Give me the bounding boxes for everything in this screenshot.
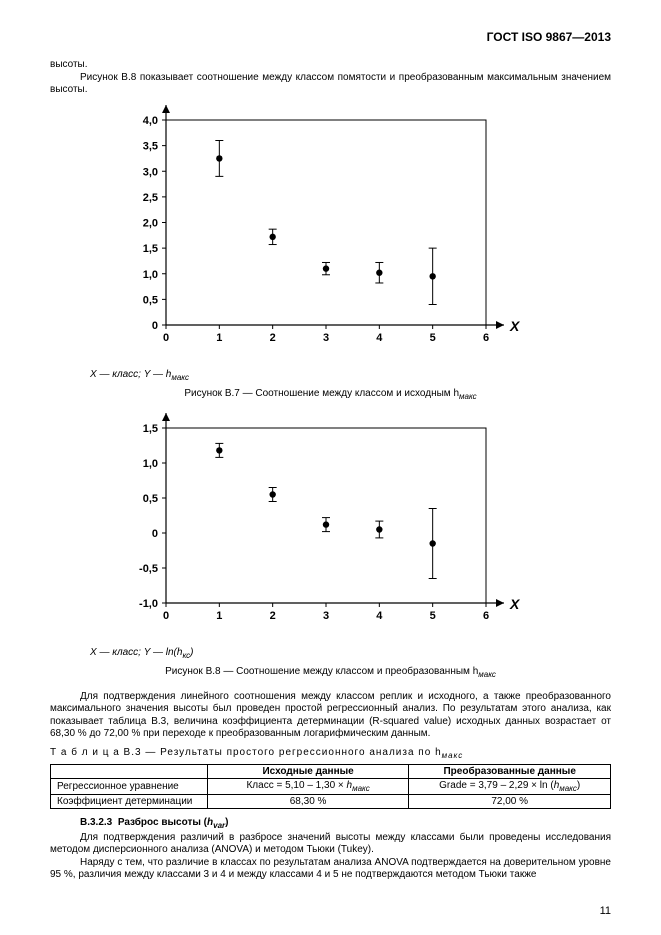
svg-text:X: X <box>509 596 521 612</box>
chart7-axis-legend: X — класс; Y — hмакс <box>90 369 611 382</box>
svg-text:2: 2 <box>269 610 275 622</box>
svg-text:0,5: 0,5 <box>142 294 157 306</box>
svg-text:6: 6 <box>482 610 488 622</box>
table-cell: Grade = 3,79 – 2,29 × ln (hмакс) <box>409 778 611 794</box>
svg-text:0: 0 <box>162 332 168 344</box>
regression-table: Исходные данныеПреобразованные данные Ре… <box>50 764 611 809</box>
svg-text:5: 5 <box>429 332 435 344</box>
intro-line2: Рисунок В.8 показывает соотношение между… <box>50 72 611 97</box>
chart7-caption: Рисунок В.7 — Соотношение между классом … <box>50 388 611 401</box>
svg-text:1,0: 1,0 <box>142 268 157 280</box>
svg-text:0: 0 <box>162 610 168 622</box>
after-charts-para: Для подтверждения линейного соотношения … <box>50 691 611 741</box>
table-cell: 68,30 % <box>207 794 409 808</box>
svg-text:1: 1 <box>216 332 222 344</box>
svg-text:0: 0 <box>151 528 157 540</box>
svg-text:-1,0: -1,0 <box>139 598 158 610</box>
svg-text:5: 5 <box>429 610 435 622</box>
chart-b7: 012345600,51,01,52,02,53,03,54,0XY <box>106 105 556 365</box>
svg-text:4: 4 <box>376 610 383 622</box>
table-cell: Регрессионное уравнение <box>51 778 208 794</box>
svg-text:2: 2 <box>269 332 275 344</box>
svg-text:2,5: 2,5 <box>142 191 157 203</box>
svg-text:3,0: 3,0 <box>142 166 157 178</box>
page-header-standard: ГОСТ ISO 9867—2013 <box>50 30 611 44</box>
section-heading: В.3.2.3 Разброс высоты (hvar) <box>80 817 611 830</box>
table-cell: 72,00 % <box>409 794 611 808</box>
table-header-cell: Исходные данные <box>207 764 409 778</box>
svg-text:0,5: 0,5 <box>142 493 157 505</box>
svg-text:0: 0 <box>151 320 157 332</box>
section-p1: Для подтверждения различий в разбросе зн… <box>50 832 611 857</box>
svg-text:4,0: 4,0 <box>142 115 157 127</box>
table-row: Регрессионное уравнениеКласс = 5,10 – 1,… <box>51 778 611 794</box>
table-cell: Класс = 5,10 – 1,30 × hмакс <box>207 778 409 794</box>
svg-text:-0,5: -0,5 <box>139 563 158 575</box>
table-row: Коэффициент детерминации68,30 %72,00 % <box>51 794 611 808</box>
svg-text:1,5: 1,5 <box>142 423 157 435</box>
section-p2: Наряду с тем, что различие в классах по … <box>50 857 611 882</box>
svg-text:2,0: 2,0 <box>142 217 157 229</box>
table-header-cell <box>51 764 208 778</box>
svg-text:1: 1 <box>216 610 222 622</box>
svg-text:3,5: 3,5 <box>142 140 157 152</box>
svg-text:1,0: 1,0 <box>142 458 157 470</box>
chart-b8: 0123456-1,0-0,500,51,01,5XY <box>106 413 556 643</box>
svg-text:3: 3 <box>322 332 328 344</box>
table-title: Т а б л и ц а В.3 — Результаты простого … <box>50 747 611 760</box>
page-number: 11 <box>600 905 611 917</box>
chart8-caption: Рисунок В.8 — Соотношение между классом … <box>50 666 611 679</box>
svg-text:3: 3 <box>322 610 328 622</box>
chart8-axis-legend: X — класс; Y — ln(hкс) <box>90 647 611 660</box>
table-header-cell: Преобразованные данные <box>409 764 611 778</box>
table-cell: Коэффициент детерминации <box>51 794 208 808</box>
intro-line1: высоты. <box>50 59 611 72</box>
svg-text:X: X <box>509 318 521 334</box>
svg-text:1,5: 1,5 <box>142 243 157 255</box>
svg-text:6: 6 <box>482 332 488 344</box>
svg-text:4: 4 <box>376 332 383 344</box>
